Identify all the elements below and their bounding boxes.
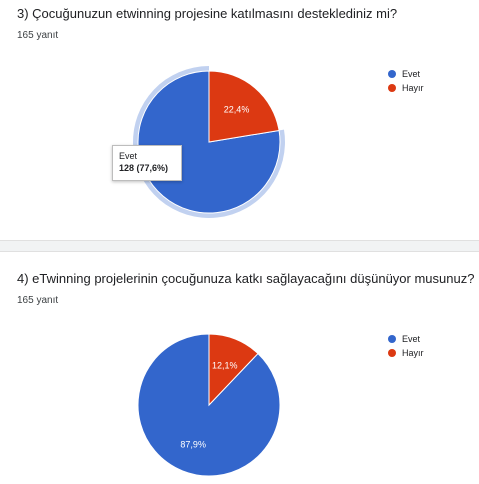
legend-label: Evet	[402, 69, 421, 79]
slice-data-label: 12,1%	[212, 360, 238, 370]
chart-legend: Evet Hayır	[388, 332, 424, 360]
response-count: 165 yanıt	[17, 30, 59, 41]
chart-legend: Evet Hayır	[388, 67, 424, 95]
response-count: 165 yanıt	[17, 295, 59, 306]
question-card-3: 3) Çocuğunuzun etwinning projesine katıl…	[0, 0, 479, 240]
question-title: 3) Çocuğunuzun etwinning projesine katıl…	[17, 6, 398, 21]
chart-tooltip: Evet 128 (77,6%)	[112, 145, 182, 181]
pie-slice-hayır[interactable]	[208, 70, 280, 143]
legend-swatch	[388, 335, 396, 343]
legend-swatch	[388, 349, 396, 357]
legend-label: Hayır	[402, 83, 424, 93]
legend-swatch	[388, 84, 396, 92]
legend-item-hayir[interactable]: Hayır	[388, 81, 424, 95]
question-card-4: 4) eTwinning projelerinin çocuğunuza kat…	[0, 252, 479, 484]
pie-chart[interactable]: 22,4%	[0, 0, 479, 240]
question-title: 4) eTwinning projelerinin çocuğunuza kat…	[17, 271, 475, 286]
legend-item-evet[interactable]: Evet	[388, 67, 424, 81]
legend-label: Evet	[402, 334, 421, 344]
slice-data-label: 87,9%	[180, 440, 206, 450]
legend-label: Hayır	[402, 348, 424, 358]
card-separator	[0, 240, 479, 252]
legend-item-hayir[interactable]: Hayır	[388, 346, 424, 360]
tooltip-value: 128 (77,6%)	[119, 163, 169, 173]
pie-chart[interactable]: 87,9% 12,1%	[0, 252, 479, 484]
tooltip-label: Evet	[119, 151, 138, 161]
slice-data-label: 22,4%	[224, 105, 250, 115]
pie-slice-hayır[interactable]	[208, 333, 259, 407]
legend-swatch	[388, 70, 396, 78]
legend-item-evet[interactable]: Evet	[388, 332, 424, 346]
